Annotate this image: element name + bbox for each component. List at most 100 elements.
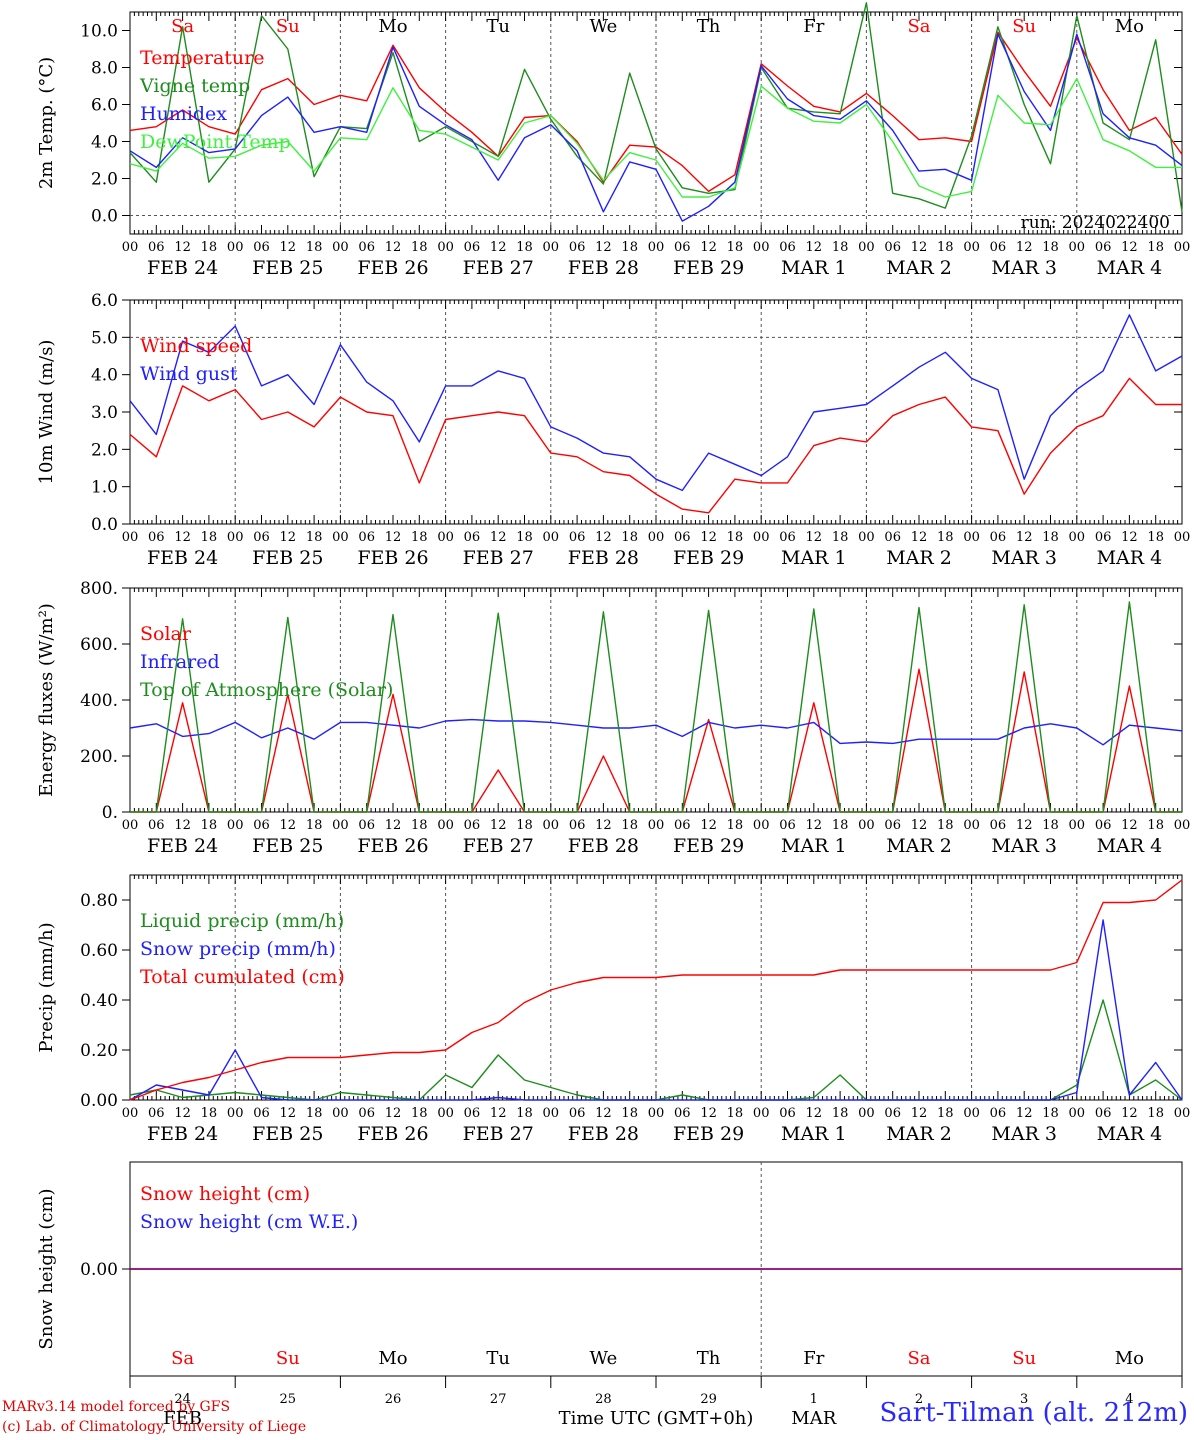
x-tick-label: 12 (1121, 530, 1138, 545)
x-tick-label: 06 (674, 818, 691, 833)
date-label: MAR 1 (781, 1123, 847, 1145)
x-tick-label: 18 (411, 1106, 428, 1121)
x-tick-label: 12 (490, 1106, 507, 1121)
y-tick-label: 1.0 (91, 478, 118, 498)
panel-1 (122, 2, 1183, 235)
day-number-label: 1 (810, 1392, 818, 1407)
x-tick-label: 12 (1016, 240, 1033, 255)
x-tick-label: 12 (911, 240, 928, 255)
day-name-label: Fr (803, 1348, 824, 1369)
x-tick-label: 12 (280, 1106, 297, 1121)
day-number-label: 26 (385, 1392, 402, 1407)
x-tick-label: 00 (437, 1106, 454, 1121)
x-tick-label: 06 (569, 1106, 586, 1121)
x-tick-label: 18 (516, 530, 533, 545)
day-name-label: Tu (486, 1348, 510, 1369)
x-tick-label: 18 (1042, 1106, 1059, 1121)
x-tick-label: 18 (516, 240, 533, 255)
x-tick-label: 00 (122, 530, 139, 545)
y-tick-label: 0. (102, 803, 118, 823)
x-tick-label: 00 (1069, 530, 1086, 545)
x-tick-label: 12 (490, 240, 507, 255)
x-tick-label: 00 (543, 240, 560, 255)
x-tick-label: 12 (806, 818, 823, 833)
date-label: FEB 25 (252, 1123, 323, 1145)
date-label: MAR 3 (991, 547, 1057, 569)
x-tick-label: 12 (280, 818, 297, 833)
x-tick-label: 06 (1095, 818, 1112, 833)
x-tick-label: 06 (464, 530, 481, 545)
x-tick-label: 12 (700, 1106, 717, 1121)
x-tick-label: 06 (674, 530, 691, 545)
legend-entry: Infrared (140, 651, 220, 673)
x-tick-label: 00 (648, 818, 665, 833)
legend-entry: Snow precip (mm/h) (140, 938, 336, 960)
x-tick-label: 18 (306, 1106, 323, 1121)
x-tick-label: 12 (280, 240, 297, 255)
x-tick-label: 18 (201, 240, 218, 255)
day-name-label: Mo (1115, 16, 1144, 37)
x-tick-label: 06 (990, 530, 1007, 545)
date-label: FEB 29 (673, 547, 744, 569)
x-tick-label: 06 (674, 1106, 691, 1121)
x-tick-label: 00 (753, 818, 770, 833)
panel-3 (122, 587, 1183, 813)
x-tick-label: 18 (201, 818, 218, 833)
legend-entry: DewPoint Temp (140, 131, 291, 153)
x-tick-label: 12 (806, 1106, 823, 1121)
day-name-label: Su (276, 16, 300, 37)
month-label: FEB (163, 1408, 202, 1429)
series-wind-gust (129, 314, 1183, 492)
legend-entry: Liquid precip (mm/h) (140, 910, 344, 932)
x-tick-label: 12 (174, 818, 191, 833)
x-tick-label: 06 (674, 240, 691, 255)
x-tick-label: 06 (148, 530, 165, 545)
legend-entry: Total cumulated (cm) (140, 966, 345, 988)
day-name-label: Th (697, 16, 721, 37)
day-number-label: 25 (280, 1392, 297, 1407)
x-tick-label: 12 (385, 240, 402, 255)
x-tick-label: 18 (621, 530, 638, 545)
series-infrared (129, 718, 1183, 746)
date-label: FEB 27 (463, 547, 534, 569)
date-label: FEB 28 (568, 835, 639, 857)
date-label: FEB 24 (147, 257, 218, 279)
x-tick-label: 00 (648, 530, 665, 545)
x-tick-label: 18 (832, 240, 849, 255)
date-label: MAR 3 (991, 835, 1057, 857)
legend-entry: Top of Atmosphere (Solar) (140, 679, 393, 701)
x-tick-label: 00 (332, 240, 349, 255)
x-tick-label: 18 (832, 1106, 849, 1121)
x-tick-label: 00 (858, 530, 875, 545)
x-tick-label: 00 (963, 530, 980, 545)
date-label: MAR 1 (781, 257, 847, 279)
x-tick-label: 06 (358, 1106, 375, 1121)
date-label: MAR 2 (886, 547, 952, 569)
x-tick-label: 12 (1121, 818, 1138, 833)
x-tick-label: 06 (990, 1106, 1007, 1121)
x-tick-label: 06 (148, 1106, 165, 1121)
panel-2 (122, 299, 1183, 525)
x-tick-label: 12 (595, 818, 612, 833)
day-name-label: Mo (378, 1348, 407, 1369)
day-name-label: Sa (907, 1348, 930, 1369)
y-tick-label: 0.60 (80, 941, 118, 961)
x-tick-label: 06 (779, 240, 796, 255)
day-number-label: 3 (1020, 1392, 1028, 1407)
x-tick-label: 12 (700, 818, 717, 833)
panel-4 (122, 874, 1183, 1101)
x-tick-label: 06 (884, 1106, 901, 1121)
x-tick-label: 12 (911, 1106, 928, 1121)
day-name-label: Su (276, 1348, 300, 1369)
x-tick-label: 18 (201, 530, 218, 545)
x-tick-label: 18 (832, 818, 849, 833)
legend-entry: Snow height (cm W.E.) (140, 1211, 358, 1233)
date-label: MAR 4 (1097, 547, 1163, 569)
x-tick-label: 00 (963, 818, 980, 833)
y-axis-title: 2m Temp. (°C) (36, 57, 57, 189)
x-tick-label: 12 (280, 530, 297, 545)
x-tick-label: 00 (1069, 240, 1086, 255)
x-tick-label: 12 (911, 818, 928, 833)
day-name-label: We (590, 1348, 618, 1369)
